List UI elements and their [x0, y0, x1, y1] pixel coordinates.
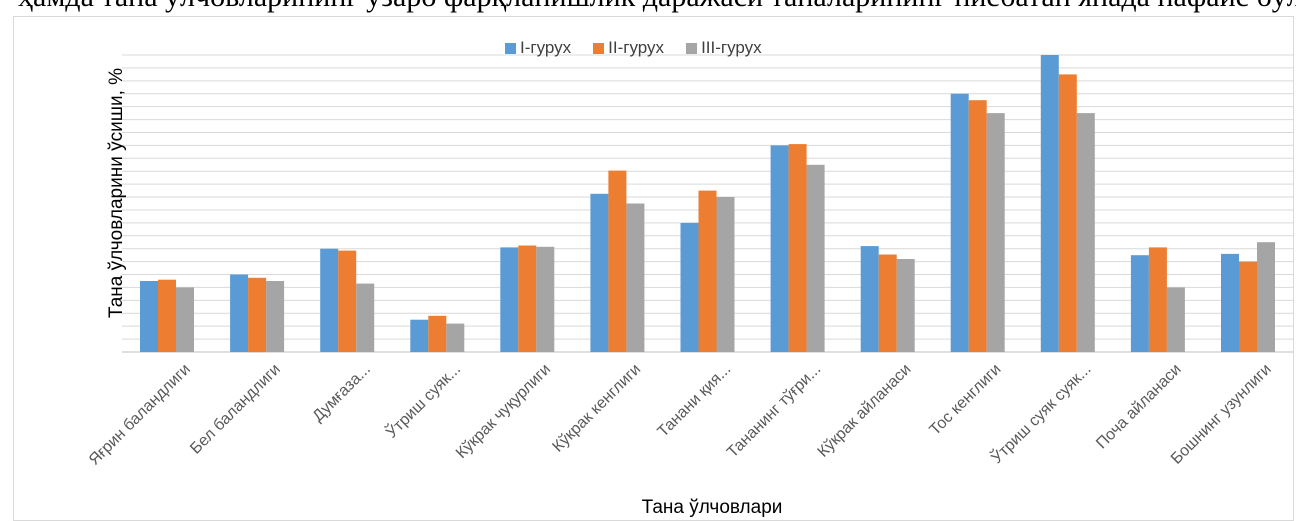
bar [1130, 255, 1149, 352]
bar [770, 145, 789, 352]
bar [1239, 261, 1257, 352]
bar [248, 277, 267, 353]
bar [230, 274, 249, 352]
bar [1058, 74, 1077, 353]
bar [518, 245, 537, 352]
legend-label: I-гурух [520, 38, 572, 57]
bar [356, 283, 375, 352]
bar [1257, 242, 1275, 352]
category-label: Поча айланаси [1093, 361, 1185, 453]
category-label: Думғаза... [310, 361, 374, 425]
bar [860, 246, 879, 352]
bars [140, 55, 1275, 353]
bar [986, 113, 1005, 352]
legend-item: I-гурух [505, 38, 571, 58]
bar [428, 315, 447, 352]
bar [896, 259, 915, 352]
bar [788, 144, 807, 352]
category-label: Кўкрак кенглиги [549, 361, 644, 456]
bar [140, 281, 158, 352]
legend-swatch [505, 42, 516, 54]
y-axis-title: Тана ўлчовларини ўсиши, % [106, 67, 127, 319]
top-caption: ҳамда тана ўлчовларининг ўзаро фарқланиш… [18, 0, 1296, 14]
bar [1040, 55, 1059, 352]
bar [626, 203, 645, 352]
legend: I-гурух II-гурух III-гурух [505, 38, 762, 58]
bar [878, 254, 897, 352]
bar [608, 170, 627, 352]
bar [338, 250, 357, 352]
bar [680, 222, 699, 352]
category-label: Кўкрак айланаси [815, 361, 915, 461]
bar [968, 100, 987, 352]
legend-label: II-гурух [608, 38, 665, 57]
legend-swatch [686, 42, 698, 54]
legend-item: II-гурух [593, 38, 664, 58]
bar [806, 164, 825, 352]
bar [590, 193, 609, 352]
bar [1221, 253, 1239, 352]
category-label: Танани қия... [655, 361, 735, 441]
bar [1076, 113, 1095, 352]
bar [698, 190, 717, 352]
legend-item: III-гурух [686, 38, 762, 58]
category-label: Бошнинг узунлиги [1168, 361, 1275, 468]
category-label: Кўкрак чуқурлиги [453, 361, 554, 462]
bar [266, 281, 285, 352]
category-label: Тос кенглиги [927, 361, 1005, 439]
bar [500, 247, 519, 352]
bar [1148, 247, 1167, 352]
legend-swatch [593, 42, 605, 54]
category-label: Тананинг тўғри... [724, 361, 824, 461]
bar [320, 248, 339, 352]
legend-label: III-гурух [701, 38, 762, 57]
category-label: Бел баландлиги [187, 361, 284, 458]
x-axis-title: Тана ўлчовлари [641, 497, 783, 518]
category-label: Ўтриш суяк суяк... [986, 359, 1094, 467]
bar [950, 93, 969, 352]
bar [1166, 287, 1185, 352]
category-label: Яғрин баландлиги [86, 361, 194, 469]
bar [410, 319, 429, 352]
bar [446, 323, 465, 352]
bar [158, 279, 176, 352]
bar [536, 246, 555, 352]
bar [176, 287, 194, 352]
bar [716, 197, 735, 352]
category-label: Ўтриш суяк... [381, 359, 464, 442]
